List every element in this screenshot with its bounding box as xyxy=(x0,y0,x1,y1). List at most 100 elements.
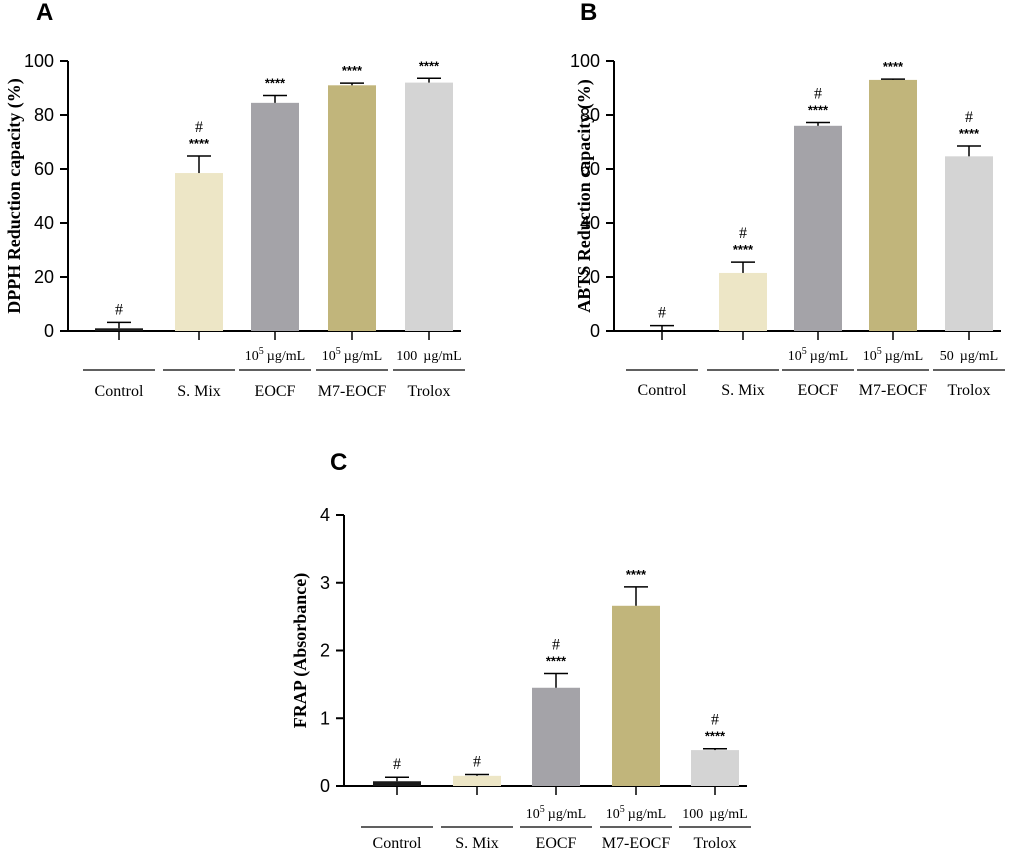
conc-unit: µg/mL xyxy=(423,349,461,364)
concentration-label: 105 µg/mL xyxy=(245,346,305,364)
significance-label: **** xyxy=(265,76,286,91)
significance-label: **** xyxy=(342,63,363,78)
panel-letter: A xyxy=(36,0,53,26)
concentration-label: 105 µg/mL xyxy=(526,804,586,822)
bar-trolox xyxy=(691,750,739,786)
bar-s-mix xyxy=(175,173,223,331)
panel-a: A DPPH Reduction capacity (%) 0 20 40 60 80 100… xyxy=(4,0,465,400)
category-label: Trolox xyxy=(408,383,451,400)
concentration-label: 105 µg/mL xyxy=(863,346,923,364)
bar-control xyxy=(373,781,421,786)
bar-trolox xyxy=(945,156,993,331)
conc-base: 10 xyxy=(322,349,336,364)
significance-label: **** xyxy=(705,729,726,744)
conc-base: 10 xyxy=(606,807,620,822)
conc-unit: µg/mL xyxy=(960,349,998,364)
hash-label: # xyxy=(739,225,747,242)
y-tick-label: 0 xyxy=(320,776,330,796)
category-label: M7-EOCF xyxy=(318,383,387,400)
concentration-label: 105 µg/mL xyxy=(788,346,848,364)
y-tick-label: 80 xyxy=(580,105,600,125)
y-tick-label: 0 xyxy=(590,321,600,341)
category-label: Trolox xyxy=(948,382,991,399)
conc-unit: µg/mL xyxy=(810,349,848,364)
hash-label: # xyxy=(814,86,822,103)
bar-m7-eocf xyxy=(612,605,660,786)
significance-label: **** xyxy=(419,58,440,73)
conc-exponent: 5 xyxy=(877,346,882,357)
category-label: S. Mix xyxy=(455,835,499,850)
bar-trolox xyxy=(405,82,453,331)
y-axis-label: ABTS Reduction capacity (%) xyxy=(574,79,595,313)
y-tick-label: 100 xyxy=(24,51,54,71)
significance-label: **** xyxy=(546,654,567,669)
bar-s-mix xyxy=(453,775,501,786)
conc-base: 10 xyxy=(863,349,877,364)
category-label: EOCF xyxy=(798,382,839,399)
hash-label: # xyxy=(965,109,973,126)
conc-unit: µg/mL xyxy=(709,807,747,822)
conc-base: 10 xyxy=(245,349,259,364)
y-tick-label: 0 xyxy=(44,321,54,341)
category-label: M7-EOCF xyxy=(602,835,671,850)
conc-unit: µg/mL xyxy=(885,349,923,364)
concentration-label: 105 µg/mL xyxy=(606,804,666,822)
bar-m7-eocf xyxy=(328,85,376,331)
conc-base: 100 xyxy=(396,349,417,364)
conc-exponent: 5 xyxy=(259,346,264,357)
y-tick-label: 3 xyxy=(320,573,330,593)
y-tick-label: 80 xyxy=(34,105,54,125)
category-label: S. Mix xyxy=(721,382,765,399)
y-tick-label: 40 xyxy=(34,213,54,233)
category-label: Control xyxy=(95,383,144,400)
category-label: S. Mix xyxy=(177,383,221,400)
y-tick-label: 20 xyxy=(580,267,600,287)
hash-label: # xyxy=(552,637,560,654)
panel-letter: C xyxy=(330,449,347,476)
panel-c: C FRAP (Absorbance) 0 1 2 3 4 # Control # S. Mix **… xyxy=(290,449,751,850)
category-label: Control xyxy=(638,382,687,399)
y-tick-label: 60 xyxy=(580,159,600,179)
hash-label: # xyxy=(393,756,401,773)
significance-label: **** xyxy=(733,242,754,257)
y-tick-label: 40 xyxy=(580,213,600,233)
y-tick-label: 100 xyxy=(570,51,600,71)
bar-eocf xyxy=(532,687,580,786)
y-tick-label: 60 xyxy=(34,159,54,179)
conc-exponent: 5 xyxy=(540,804,545,815)
conc-base: 100 xyxy=(682,807,703,822)
category-label: EOCF xyxy=(536,835,577,850)
hash-label: # xyxy=(473,753,481,770)
panel-b: B ABTS Reduction capacity (%) 0 20 40 60 80 100… xyxy=(570,0,1005,399)
category-label: Control xyxy=(373,835,422,850)
conc-base: 10 xyxy=(788,349,802,364)
conc-exponent: 5 xyxy=(802,346,807,357)
bar-control xyxy=(95,328,143,331)
concentration-label: 50 µg/mL xyxy=(940,349,998,364)
y-tick-label: 2 xyxy=(320,641,330,661)
hash-label: # xyxy=(658,305,666,322)
significance-label: **** xyxy=(626,567,647,582)
bar-eocf xyxy=(794,125,842,331)
conc-exponent: 5 xyxy=(620,804,625,815)
y-tick-label: 4 xyxy=(320,505,330,525)
conc-base: 10 xyxy=(526,807,540,822)
significance-label: **** xyxy=(959,126,980,141)
concentration-label: 100 µg/mL xyxy=(682,807,747,822)
hash-label: # xyxy=(115,301,123,318)
significance-label: **** xyxy=(808,103,829,118)
conc-exponent: 5 xyxy=(336,346,341,357)
y-tick-label: 1 xyxy=(320,708,330,728)
panel-letter: B xyxy=(580,0,597,26)
y-axis-label: FRAP (Absorbance) xyxy=(290,573,311,729)
significance-label: **** xyxy=(189,136,210,151)
significance-label: **** xyxy=(883,59,904,74)
category-label: M7-EOCF xyxy=(859,382,928,399)
y-tick-label: 20 xyxy=(34,267,54,287)
conc-unit: µg/mL xyxy=(628,807,666,822)
concentration-label: 105 µg/mL xyxy=(322,346,382,364)
bar-m7-eocf xyxy=(869,79,917,332)
category-label: Trolox xyxy=(694,835,737,850)
concentration-label: 100 µg/mL xyxy=(396,349,461,364)
conc-base: 50 xyxy=(940,349,954,364)
